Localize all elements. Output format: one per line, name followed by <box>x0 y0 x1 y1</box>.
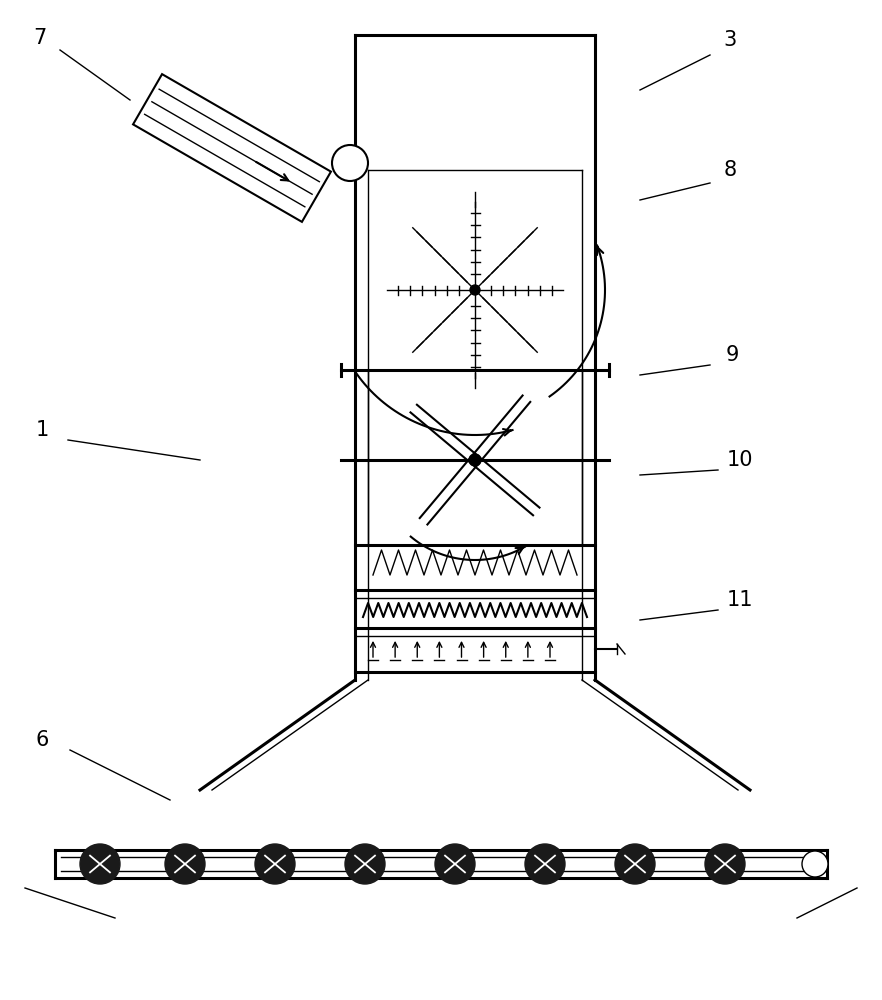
Text: 9: 9 <box>725 345 739 365</box>
Text: 8: 8 <box>723 160 736 180</box>
Text: 10: 10 <box>727 450 753 470</box>
Text: 7: 7 <box>34 28 47 48</box>
Circle shape <box>255 844 295 884</box>
Circle shape <box>345 844 385 884</box>
Circle shape <box>165 844 205 884</box>
Circle shape <box>802 851 828 877</box>
Circle shape <box>435 844 475 884</box>
Circle shape <box>470 285 480 295</box>
Text: 11: 11 <box>727 590 753 610</box>
Circle shape <box>525 844 565 884</box>
Circle shape <box>469 454 481 466</box>
Circle shape <box>615 844 655 884</box>
Text: 3: 3 <box>723 30 736 50</box>
Circle shape <box>80 844 120 884</box>
Circle shape <box>332 145 368 181</box>
Text: 1: 1 <box>35 420 49 440</box>
Bar <box>133 74 331 222</box>
Circle shape <box>705 844 745 884</box>
Text: 6: 6 <box>35 730 49 750</box>
